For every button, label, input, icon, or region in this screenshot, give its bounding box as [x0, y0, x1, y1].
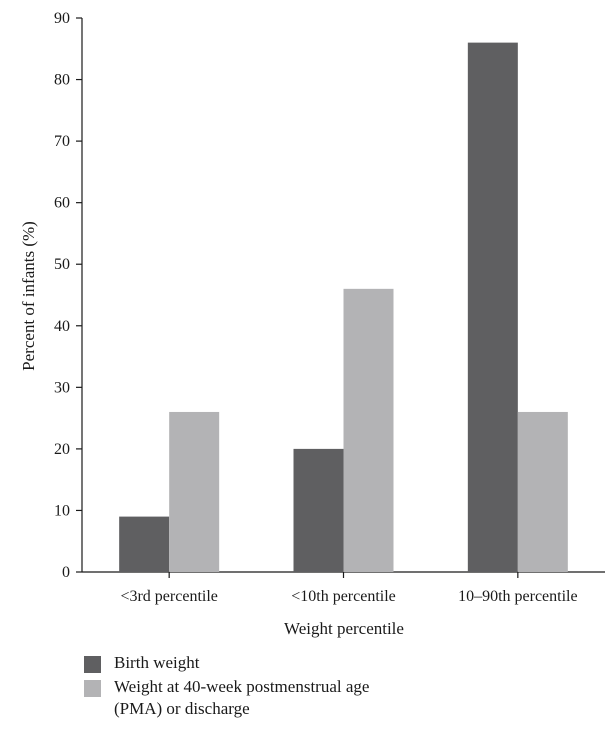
x-tick-label: <10th percentile: [291, 588, 396, 605]
x-axis-title: Weight percentile: [284, 619, 404, 638]
bar-chart: 0 10 20 30 40 50 60 70 80 90 <3rd percentile <10th…: [19, 10, 605, 638]
y-tick-label: 90: [54, 10, 70, 27]
legend-label-birth-weight: Birth weight: [114, 653, 200, 672]
legend-swatch-birth-weight: [84, 656, 101, 673]
legend: Birth weight Weight at 40-week postmenst…: [84, 652, 504, 722]
bar: [119, 516, 170, 572]
bars: [119, 42, 568, 573]
bar: [293, 448, 344, 572]
y-axis: 0 10 20 30 40 50 60 70 80 90: [54, 10, 83, 581]
bar: [467, 42, 518, 573]
x-tick-label: 10–90th percentile: [458, 588, 578, 605]
bar: [169, 411, 220, 572]
bar: [343, 288, 394, 572]
y-tick-label: 20: [54, 441, 70, 458]
legend-item-weight-40-week: Weight at 40-week postmenstrual age (PMA…: [84, 676, 504, 720]
x-axis: <3rd percentile <10th percentile 10–90th p…: [82, 571, 605, 605]
y-tick-label: 50: [54, 256, 70, 273]
y-tick-label: 30: [54, 379, 70, 396]
y-axis-title: Percent of infants (%): [19, 221, 38, 371]
y-tick-label: 40: [54, 318, 70, 335]
legend-swatch-weight-40-week: [84, 680, 101, 697]
bar: [517, 411, 568, 572]
y-tick-label: 0: [62, 564, 70, 581]
y-tick-label: 70: [54, 133, 70, 150]
y-tick-label: 10: [54, 502, 70, 519]
x-tick-label: <3rd percentile: [120, 588, 217, 605]
legend-item-birth-weight: Birth weight: [84, 652, 504, 674]
legend-label-weight-40-week: Weight at 40-week postmenstrual age (PMA…: [114, 677, 370, 718]
y-tick-label: 80: [54, 72, 70, 89]
y-tick-label: 60: [54, 195, 70, 212]
